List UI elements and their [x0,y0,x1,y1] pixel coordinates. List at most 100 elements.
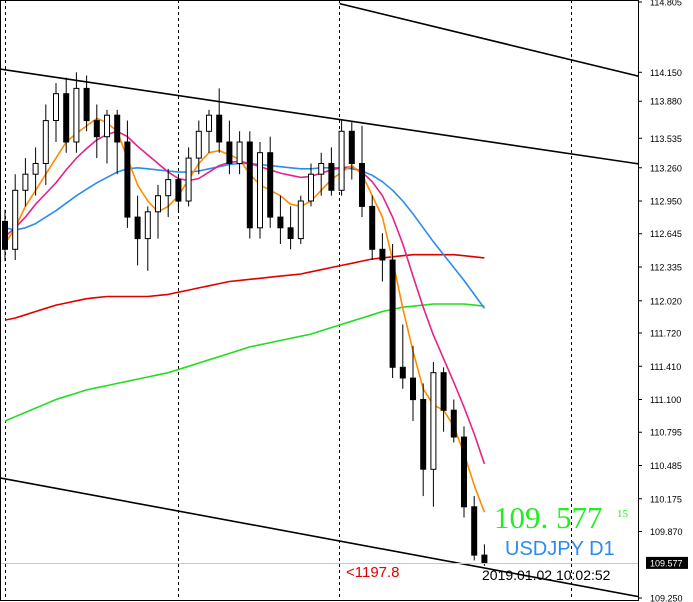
bid-price-superscript: 15 [617,508,628,520]
candle[interactable] [338,120,345,196]
candle-body [461,436,467,508]
candle[interactable] [267,136,274,228]
candle-body [287,227,294,240]
price-tick-label: 109.250 [650,594,683,602]
candle[interactable] [175,174,182,212]
price-tick-label: 112.950 [650,197,682,207]
channel-line[interactable] [339,2,639,77]
candle[interactable] [104,109,110,164]
candle[interactable] [93,104,100,159]
candle[interactable] [12,174,19,261]
candle[interactable] [287,206,294,250]
candle[interactable] [246,131,253,239]
current-price-badge: 109.577 [646,556,688,569]
candle[interactable] [236,131,243,175]
candle[interactable] [461,426,467,518]
candle[interactable] [389,243,396,379]
channel-lines-layer [0,2,639,598]
candle[interactable] [134,195,141,266]
candle[interactable] [53,83,59,143]
candle[interactable] [124,120,131,228]
current-price-badge-label: 109.577 [650,558,683,568]
candle[interactable] [195,120,202,175]
spread-label: <1197.8 [346,564,400,581]
candle[interactable] [22,158,29,207]
price-tick-label: 114.150 [650,68,682,78]
candle[interactable] [410,345,416,421]
candle-body [257,152,263,229]
price-tick-label: 113.535 [650,134,682,144]
candle-body [471,506,478,556]
candle-body [226,141,233,164]
candles-layer [2,72,488,566]
price-tick-label: 110.795 [650,428,682,438]
candle[interactable] [359,125,365,218]
candle[interactable] [165,168,172,218]
current-price-badge-bg [646,556,688,569]
candle[interactable] [471,496,478,561]
price-tick-label: 111.100 [650,395,681,405]
price-axis: 114.805 114.150 113.880 113.535 113.260 112.9… [638,0,688,602]
candle[interactable] [318,152,325,196]
ma-mid-line [4,130,486,465]
candle[interactable] [481,544,488,566]
candle-body [297,200,304,240]
candle[interactable] [42,104,49,185]
price-tick-label: 110.485 [650,461,682,471]
channel-line[interactable] [0,477,639,598]
candle[interactable] [420,383,427,497]
candle[interactable] [32,147,39,196]
price-tick-label: 111.410 [650,362,681,372]
candle-body [134,216,141,240]
vertical-grid [5,0,572,601]
candle[interactable] [440,367,447,432]
candle-body [399,366,406,379]
candle-body [2,220,8,250]
candle-body [450,409,457,438]
price-tick-label: 113.260 [650,163,682,173]
candle[interactable] [185,147,192,207]
candle-body [481,554,488,564]
ma-100-layer [4,253,485,321]
symbol-timeframe-label: USDJPY D1 [505,538,615,560]
candle-body [379,248,386,261]
candle[interactable] [257,142,263,239]
candle[interactable] [430,361,437,507]
candle-body [236,141,243,164]
price-tick-label: 114.805 [650,0,682,8]
price-tick-label: 110.175 [650,494,682,504]
candle[interactable] [348,120,355,180]
candle-body [318,163,325,175]
candle[interactable] [155,184,161,239]
candle-body [440,372,447,411]
candle-body [420,399,427,470]
candle[interactable] [63,77,70,153]
candle[interactable] [399,324,406,389]
candle-body [185,157,192,202]
candle[interactable] [206,109,212,153]
candle[interactable] [83,75,90,132]
candle[interactable] [297,195,304,244]
candle[interactable] [450,399,457,443]
candle-body [246,141,253,229]
candle[interactable] [328,147,335,196]
candle[interactable] [369,195,376,261]
bid-price-display: 109. 577 [494,500,603,535]
candle[interactable] [379,233,386,282]
candle[interactable] [226,120,233,175]
candle-body [206,114,212,132]
channel-line[interactable] [0,68,639,165]
candle-body [369,205,376,250]
candle[interactable] [308,163,314,207]
candle-body [165,179,172,197]
candle[interactable] [114,109,121,175]
candle[interactable] [144,206,151,271]
price-tick-label: 111.720 [650,328,681,338]
candle-body [277,216,284,229]
candle[interactable] [216,88,223,153]
candle[interactable] [2,209,8,262]
candle[interactable] [277,195,284,244]
candle-body [410,377,416,401]
candle[interactable] [73,72,80,153]
